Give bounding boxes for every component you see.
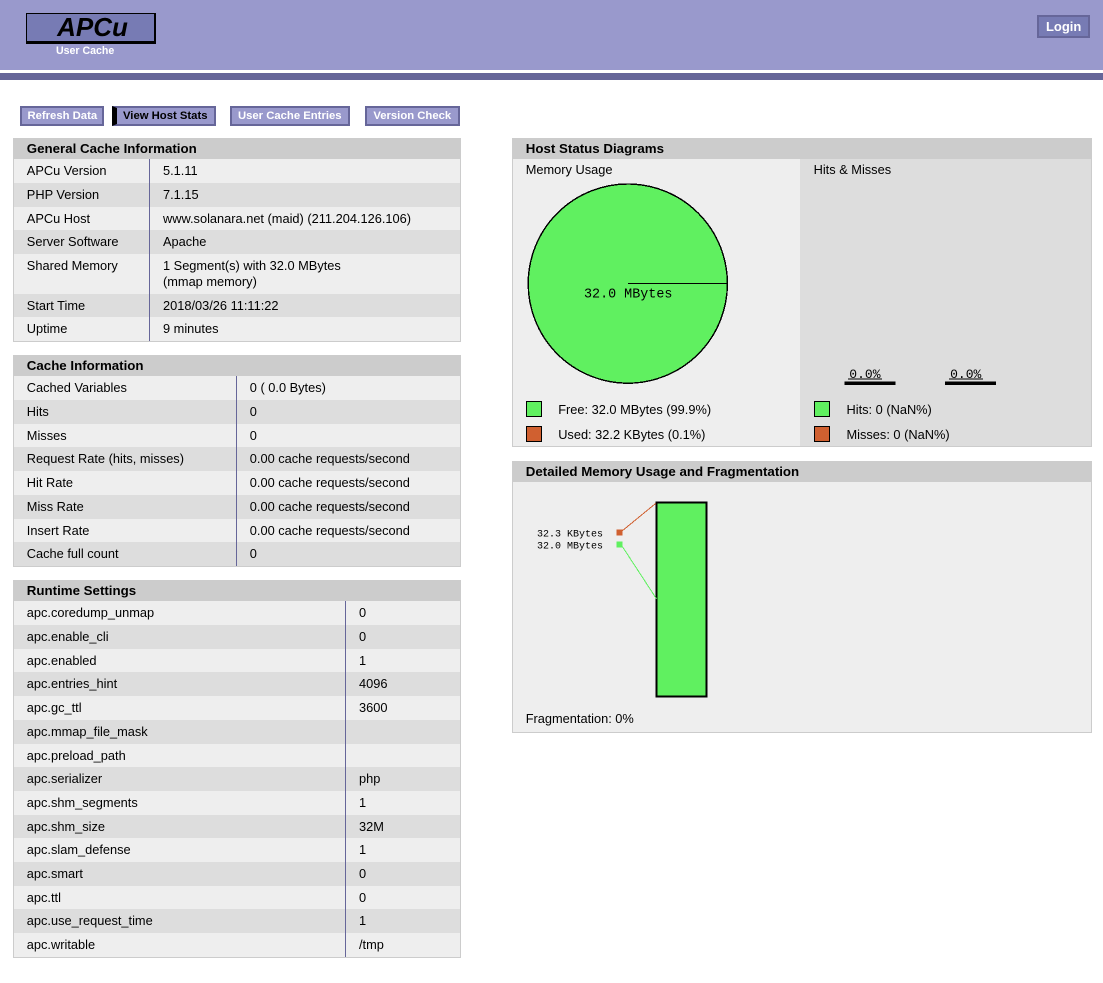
svg-text:32.3 KBytes: 32.3 KBytes <box>537 530 603 541</box>
svg-text:32.0 MBytes: 32.0 MBytes <box>584 288 672 303</box>
svg-text:32.0 MBytes: 32.0 MBytes <box>537 542 603 553</box>
svg-text:0.0%: 0.0% <box>849 367 880 382</box>
svg-text:0.0%: 0.0% <box>950 367 981 382</box>
